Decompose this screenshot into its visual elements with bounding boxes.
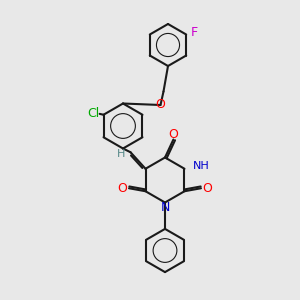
- Text: O: O: [118, 182, 128, 195]
- Text: NH: NH: [193, 161, 210, 171]
- Text: O: O: [169, 128, 178, 142]
- Text: N: N: [160, 201, 170, 214]
- Text: H: H: [117, 149, 125, 159]
- Text: Cl: Cl: [87, 107, 99, 120]
- Text: O: O: [156, 98, 165, 112]
- Text: F: F: [191, 26, 198, 40]
- Text: O: O: [202, 182, 212, 195]
